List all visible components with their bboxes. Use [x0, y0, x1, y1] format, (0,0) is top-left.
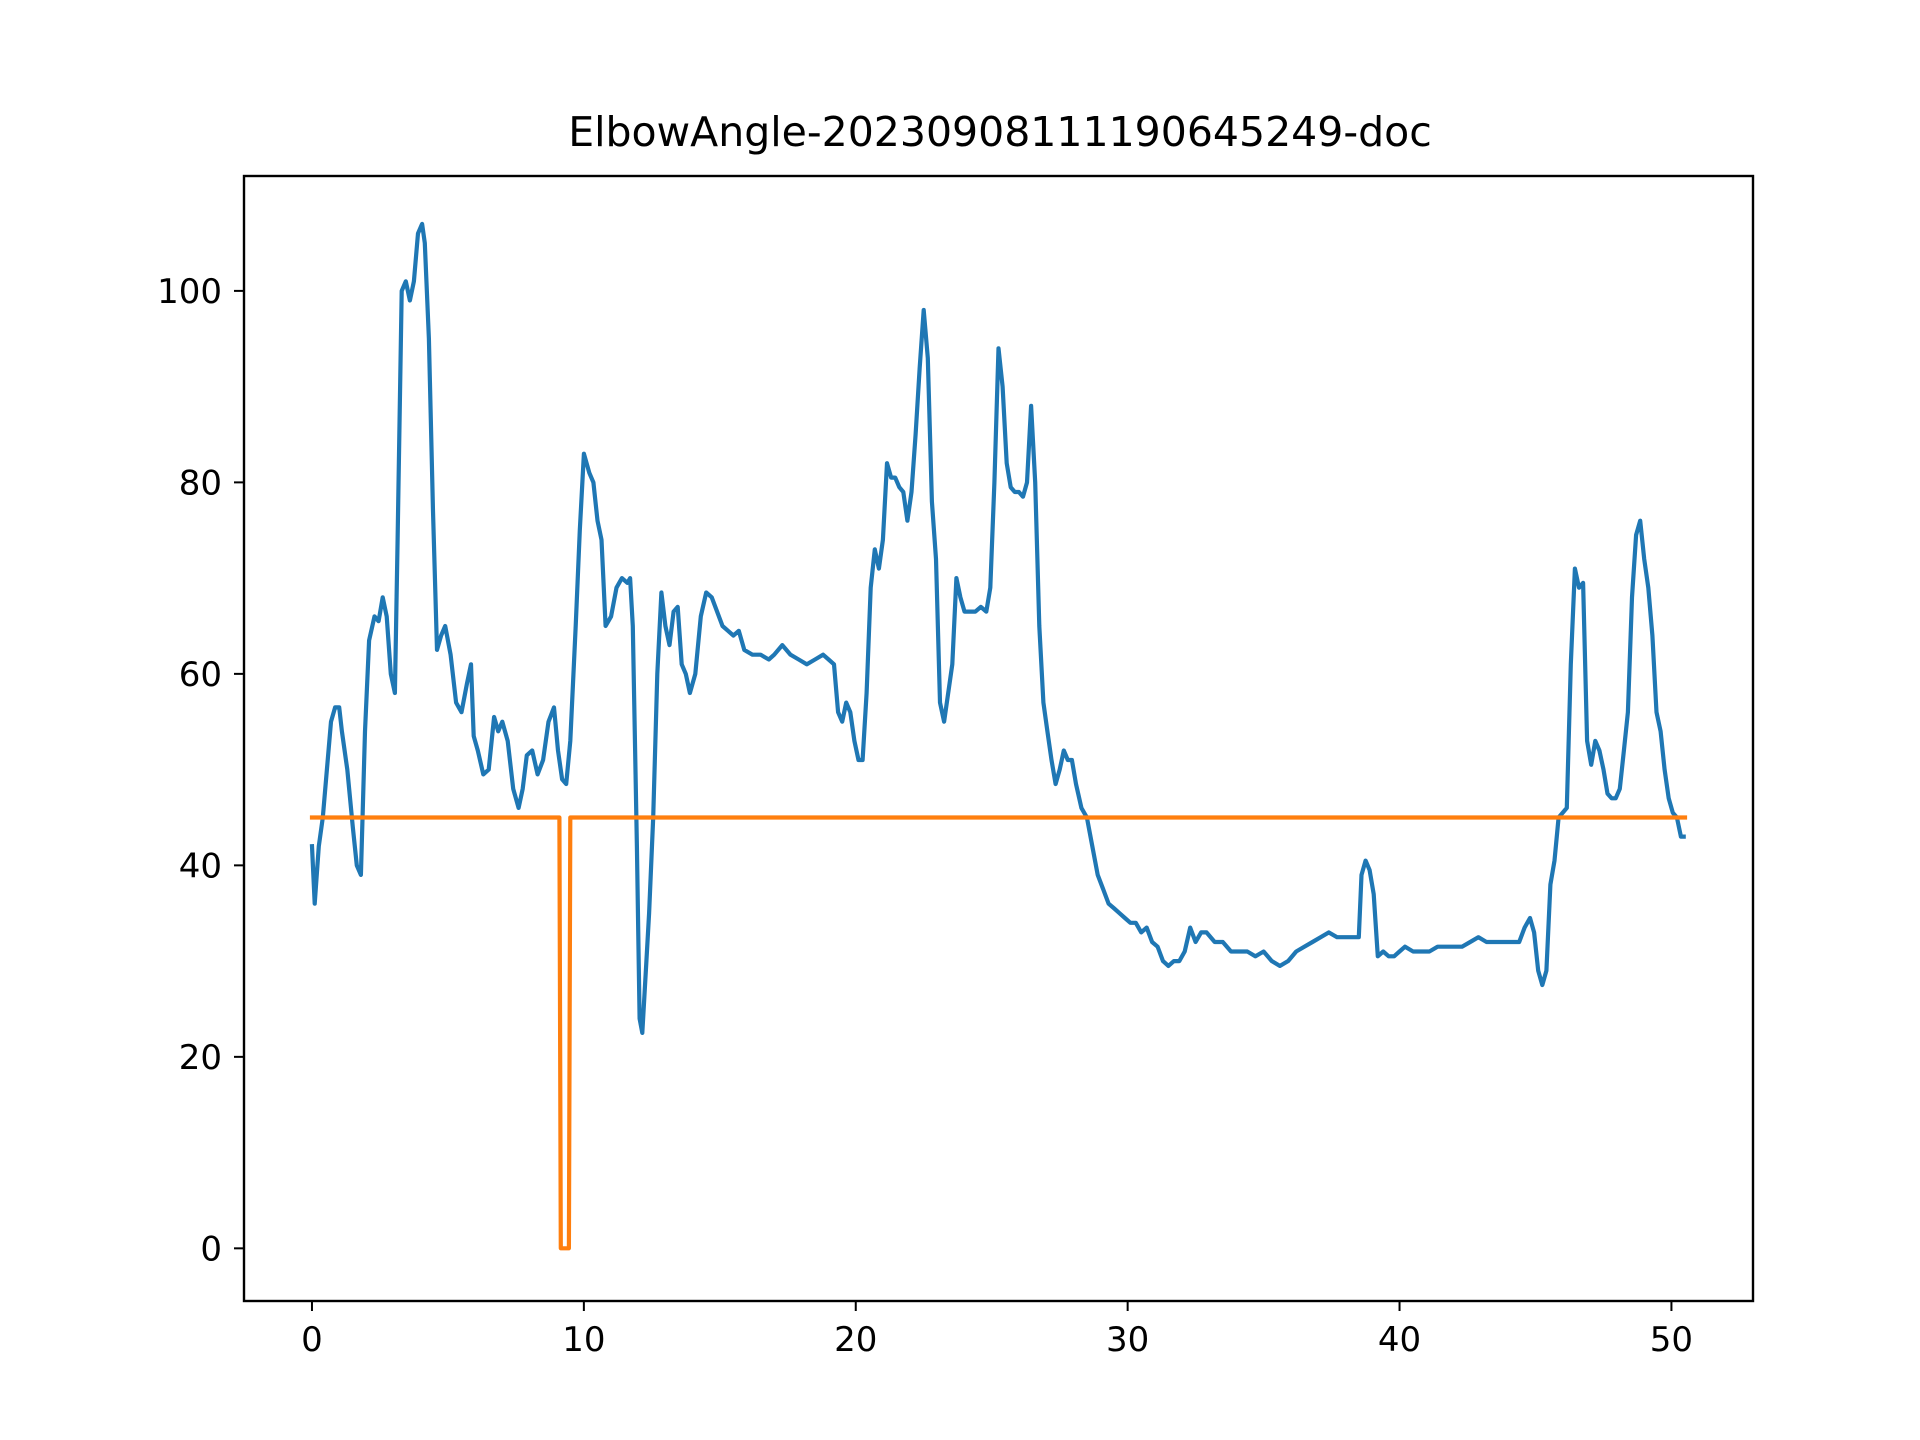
x-axis: 0 10 20 30 40 50 — [301, 1301, 1693, 1360]
x-tick-label: 0 — [301, 1320, 323, 1360]
x-tick-label: 50 — [1650, 1320, 1693, 1360]
y-tick-label: 80 — [179, 463, 222, 503]
x-tick-label: 10 — [562, 1320, 605, 1360]
series-line-1 — [309, 221, 1686, 1035]
y-tick-label: 40 — [179, 846, 222, 886]
plot-lines — [309, 221, 1688, 1251]
plot-frame — [242, 174, 1755, 1303]
x-tick-label: 30 — [1106, 1320, 1149, 1360]
y-tick-label: 0 — [200, 1229, 222, 1269]
y-axis: 0 20 40 60 80 100 — [157, 272, 244, 1269]
x-tick-label: 40 — [1378, 1320, 1421, 1360]
y-tick-label: 60 — [179, 655, 222, 695]
y-tick-label: 20 — [179, 1038, 222, 1078]
y-tick-label: 100 — [157, 272, 222, 312]
series-line-2 — [309, 815, 1688, 1251]
chart-title: ElbowAngle-20230908111190645249-doc — [568, 108, 1432, 156]
x-tick-label: 20 — [834, 1320, 877, 1360]
